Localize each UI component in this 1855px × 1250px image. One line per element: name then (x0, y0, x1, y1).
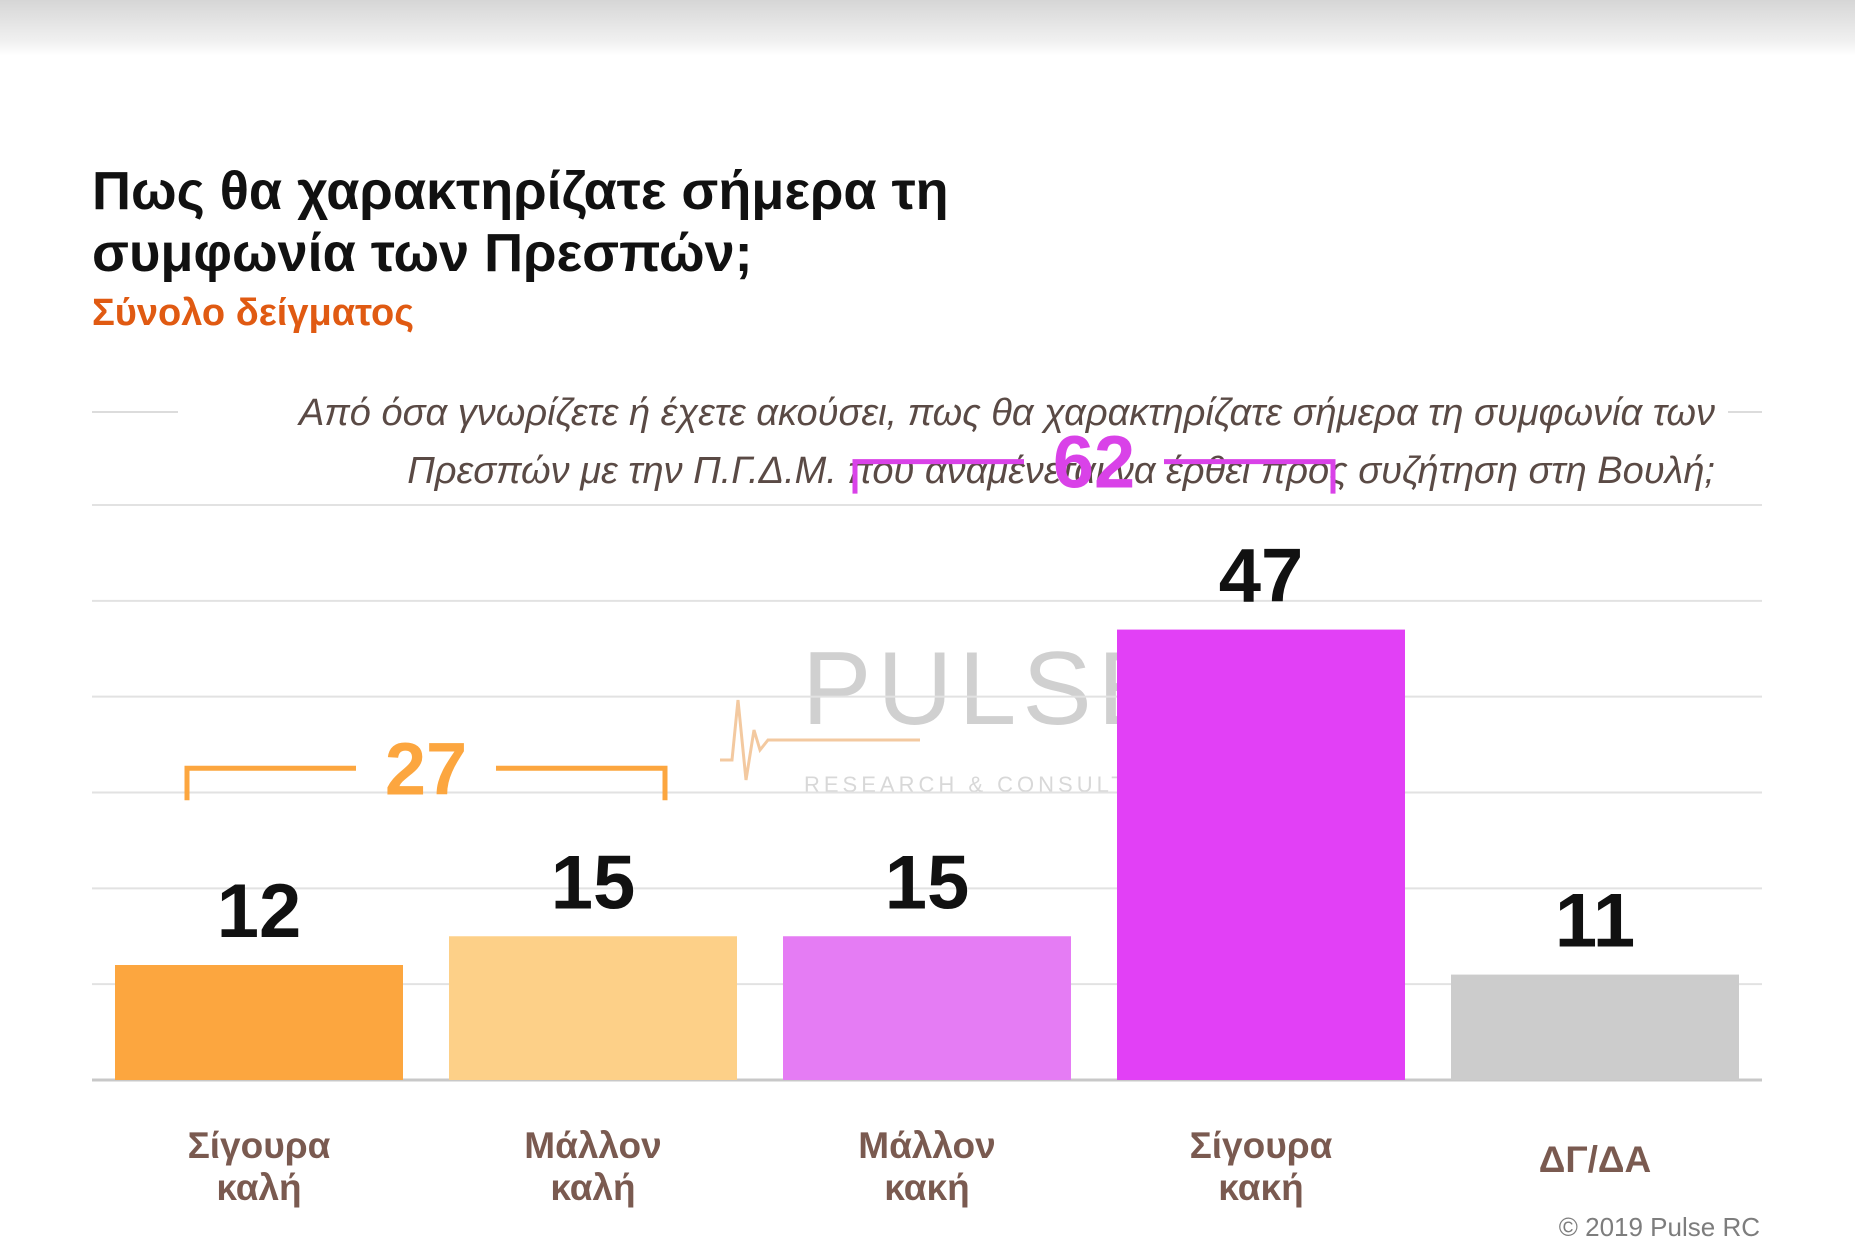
data-label: 15 (551, 840, 636, 925)
category-label: Μάλλον καλή (524, 1125, 661, 1208)
top-band (0, 0, 1855, 56)
data-label: 12 (217, 869, 302, 954)
category-label: ΔΓ/ΔΑ (1539, 1139, 1651, 1180)
group-total-label: 62 (1053, 421, 1135, 504)
bar (1451, 974, 1739, 1080)
data-label: 15 (885, 840, 970, 925)
data-label: 11 (1555, 879, 1635, 964)
survey-question: Από όσα γνωρίζετε ή έχετε ακούσει, πως θ… (298, 392, 1715, 492)
bar (449, 936, 737, 1080)
question-rule-left (92, 411, 178, 413)
question-rule-right (1728, 411, 1762, 413)
category-label: Σίγουρα καλή (188, 1125, 331, 1208)
group-bracket (184, 765, 668, 801)
group-bracket (852, 459, 1336, 494)
chart-title: Πως θα χαρακτηρίζατε σήμερα τη συμφωνία … (92, 161, 949, 283)
bar (1117, 629, 1405, 1080)
copyright-note: © 2019 Pulse RC (1558, 1212, 1760, 1242)
data-label: 47 (1219, 534, 1304, 619)
group-total-label: 27 (385, 727, 467, 810)
category-label: Μάλλον κακή (858, 1125, 995, 1208)
category-label: Σίγουρα κακή (1190, 1125, 1333, 1208)
bar (783, 936, 1071, 1080)
bar (115, 965, 403, 1080)
chart-subtitle: Σύνολο δείγματος (92, 292, 414, 334)
